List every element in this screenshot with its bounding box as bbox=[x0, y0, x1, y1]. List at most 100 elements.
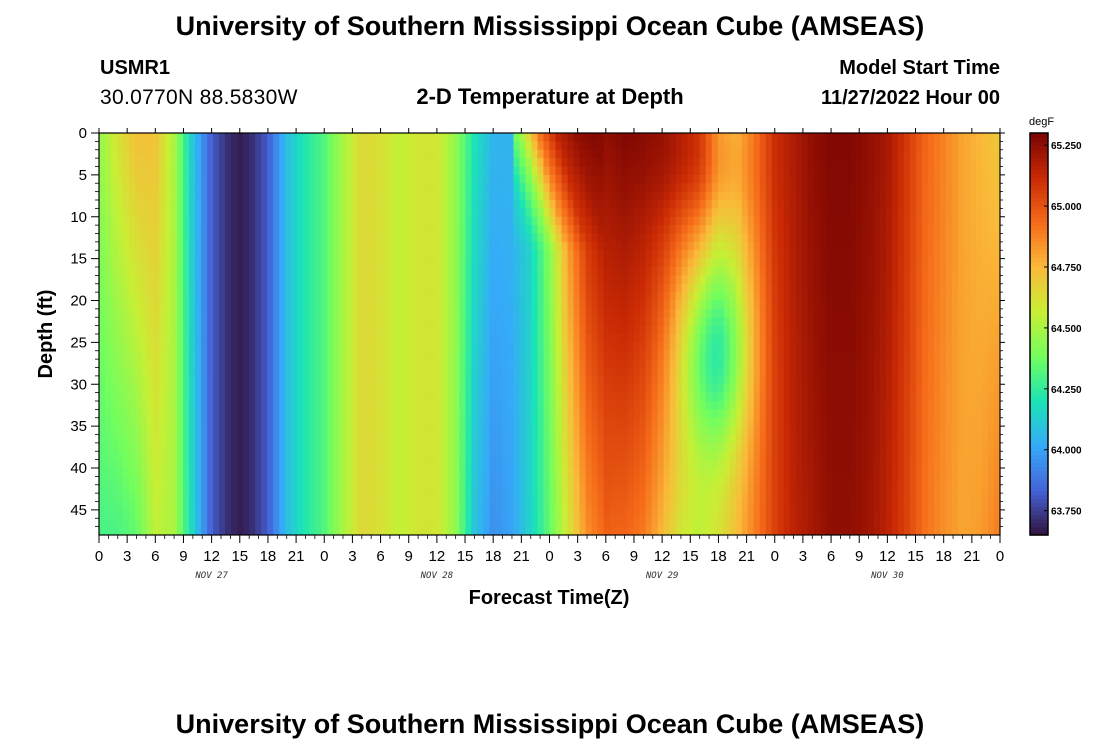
heatmap-cell bbox=[255, 258, 262, 268]
heatmap-cell bbox=[627, 191, 635, 201]
heatmap-cell bbox=[357, 133, 364, 142]
heatmap-cell bbox=[993, 250, 1000, 260]
heatmap-cell bbox=[627, 384, 635, 394]
heatmap-cell bbox=[255, 241, 262, 251]
heatmap-cell bbox=[849, 149, 857, 159]
heatmap-cell bbox=[315, 158, 322, 168]
heatmap-cell bbox=[483, 300, 491, 310]
heatmap-cell bbox=[717, 334, 725, 343]
heatmap-cell bbox=[273, 267, 280, 276]
heatmap-cell bbox=[417, 367, 424, 377]
heatmap-cell bbox=[603, 292, 611, 302]
heatmap-cell bbox=[687, 149, 695, 159]
heatmap-cell bbox=[765, 191, 773, 201]
heatmap-cell bbox=[933, 308, 941, 318]
heatmap-cell bbox=[855, 308, 863, 318]
heatmap-cell bbox=[753, 392, 761, 402]
heatmap-cell bbox=[885, 350, 893, 360]
heatmap-cell bbox=[261, 141, 268, 151]
heatmap-cell bbox=[393, 216, 400, 226]
heatmap-cell bbox=[573, 216, 581, 226]
heatmap-cell bbox=[555, 258, 563, 268]
heatmap-cell bbox=[969, 267, 977, 276]
heatmap-cell bbox=[123, 183, 130, 193]
heatmap-cell bbox=[939, 174, 947, 184]
heatmap-cell bbox=[909, 133, 917, 142]
heatmap-cell bbox=[489, 225, 497, 235]
heatmap-cell bbox=[423, 359, 430, 369]
heatmap-cell bbox=[453, 158, 460, 168]
heatmap-cell bbox=[465, 308, 473, 318]
heatmap-cell bbox=[177, 308, 184, 318]
heatmap-cell bbox=[633, 367, 641, 377]
heatmap-cell bbox=[735, 401, 743, 410]
heatmap-cell bbox=[969, 375, 977, 385]
heatmap-cell bbox=[405, 384, 412, 394]
heatmap-cell bbox=[489, 375, 497, 385]
heatmap-cell bbox=[675, 325, 683, 335]
heatmap-cell bbox=[177, 200, 184, 209]
heatmap-cell bbox=[879, 350, 887, 360]
heatmap-cell bbox=[123, 216, 130, 226]
heatmap-cell bbox=[687, 350, 695, 360]
heatmap-cell bbox=[153, 375, 160, 385]
heatmap-cell bbox=[303, 392, 310, 402]
heatmap-cell bbox=[231, 208, 238, 218]
heatmap-cell bbox=[153, 233, 160, 243]
heatmap-cell bbox=[189, 308, 196, 318]
heatmap-cell bbox=[759, 317, 767, 327]
heatmap-cell bbox=[765, 166, 773, 176]
heatmap-cell bbox=[153, 401, 160, 410]
heatmap-cell bbox=[177, 258, 184, 268]
heatmap-cell bbox=[495, 250, 503, 260]
heatmap-cell bbox=[777, 233, 785, 243]
heatmap-cell bbox=[939, 392, 947, 402]
heatmap-cell bbox=[501, 317, 509, 327]
heatmap-cell bbox=[789, 216, 797, 226]
heatmap-cell bbox=[429, 359, 436, 369]
heatmap-cell bbox=[777, 208, 785, 218]
heatmap-cell bbox=[873, 149, 881, 159]
heatmap-cell bbox=[207, 401, 214, 410]
heatmap-cell bbox=[909, 317, 917, 327]
heatmap-cell bbox=[657, 267, 665, 276]
heatmap-cell bbox=[141, 225, 148, 235]
heatmap-cell bbox=[99, 334, 106, 343]
heatmap-cell bbox=[843, 275, 851, 285]
heatmap-cell bbox=[735, 250, 743, 260]
heatmap-cell bbox=[129, 141, 136, 151]
heatmap-cell bbox=[975, 225, 983, 235]
heatmap-cell bbox=[351, 367, 358, 377]
heatmap-cell bbox=[699, 392, 707, 402]
heatmap-cell bbox=[513, 141, 521, 151]
heatmap-cell bbox=[381, 183, 388, 193]
heatmap-cell bbox=[945, 292, 953, 302]
heatmap-cell bbox=[291, 141, 298, 151]
heatmap-cell bbox=[927, 183, 935, 193]
heatmap-cell bbox=[135, 334, 142, 343]
heatmap-cell bbox=[591, 308, 599, 318]
heatmap-cell bbox=[951, 166, 959, 176]
heatmap-cell bbox=[549, 141, 557, 151]
heatmap-cell bbox=[159, 141, 166, 151]
heatmap-cell bbox=[303, 174, 310, 184]
heatmap-cell bbox=[99, 325, 106, 335]
heatmap-cell bbox=[825, 208, 833, 218]
heatmap-cell bbox=[903, 200, 911, 209]
heatmap-cell bbox=[267, 241, 274, 251]
heatmap-cell bbox=[411, 275, 418, 285]
heatmap-cell bbox=[657, 216, 665, 226]
heatmap-cell bbox=[855, 166, 863, 176]
heatmap-cell bbox=[111, 216, 118, 226]
heatmap-cell bbox=[903, 342, 911, 352]
heatmap-cell bbox=[237, 275, 244, 285]
heatmap-cell bbox=[585, 401, 593, 410]
heatmap-cell bbox=[183, 166, 190, 176]
heatmap-cell bbox=[99, 250, 106, 260]
heatmap-cell bbox=[567, 267, 575, 276]
heatmap-cell bbox=[615, 384, 623, 394]
heatmap-cell bbox=[933, 166, 941, 176]
heatmap-cell bbox=[795, 200, 803, 209]
heatmap-cell bbox=[927, 367, 935, 377]
heatmap-cell bbox=[591, 216, 599, 226]
